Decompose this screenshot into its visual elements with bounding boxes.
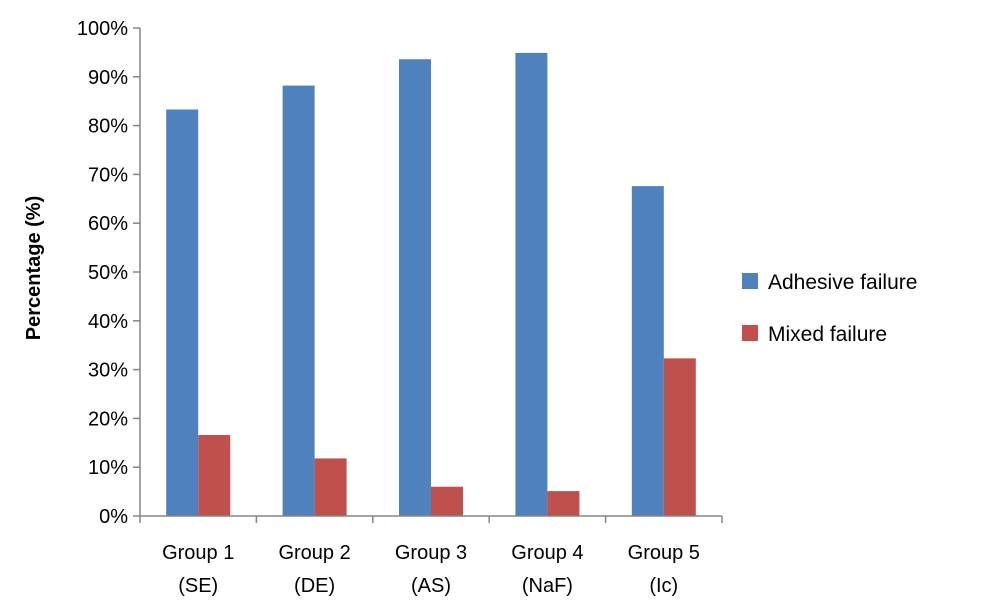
y-tick-label: 10%	[88, 457, 128, 479]
y-axis: 0% 10% 20% 30% 40% 50% 60% 70% 80% 90% 100%	[77, 18, 141, 528]
legend: Adhesive failure Mixed failure	[742, 271, 917, 346]
x-tick-label: Group 1	[162, 542, 234, 564]
legend-label: Adhesive failure	[768, 271, 917, 294]
x-tick-label: (DE)	[294, 575, 335, 597]
x-tick-label: (SE)	[178, 575, 218, 597]
bar-adhesive-failure	[166, 109, 199, 516]
x-tick-label: Group 5	[628, 542, 700, 564]
x-tick-label: Group 2	[278, 542, 350, 564]
x-tick-label: Group 4	[511, 542, 583, 564]
y-tick-label: 20%	[88, 408, 128, 430]
bar-adhesive-failure	[631, 186, 664, 516]
bar-adhesive-failure	[515, 52, 548, 516]
bar-mixed-failure	[663, 358, 696, 516]
x-axis: Group 1 (SE) Group 2 (DE) Group 3 (AS) Group 4…	[139, 515, 723, 597]
y-tick-label: 50%	[88, 262, 128, 284]
x-tick-label: (NaF)	[522, 575, 573, 597]
y-tick-label: 90%	[88, 67, 128, 89]
y-axis-label: Percentage (%)	[23, 196, 45, 341]
bars	[166, 52, 696, 517]
y-tick-label: 0%	[99, 506, 128, 528]
legend-swatch	[742, 325, 758, 341]
x-tick-label: (AS)	[411, 575, 451, 597]
y-tick-label: 70%	[88, 164, 128, 186]
bar-adhesive-failure	[282, 85, 315, 517]
x-tick-label: (Ic)	[649, 575, 678, 597]
bar-mixed-failure	[431, 486, 463, 516]
y-tick-label: 60%	[88, 213, 128, 235]
y-tick-label: 30%	[88, 360, 128, 382]
bar-adhesive-failure	[399, 59, 431, 517]
y-tick-label: 40%	[88, 311, 128, 333]
legend-label: Mixed failure	[768, 323, 887, 346]
y-tick-label: 80%	[88, 116, 128, 138]
x-tick-label: Group 3	[395, 542, 467, 564]
y-tick-label: 100%	[77, 18, 128, 40]
bar-mixed-failure	[314, 458, 347, 516]
bar-mixed-failure	[547, 491, 580, 516]
legend-swatch	[742, 273, 758, 289]
bar-mixed-failure	[198, 434, 231, 516]
